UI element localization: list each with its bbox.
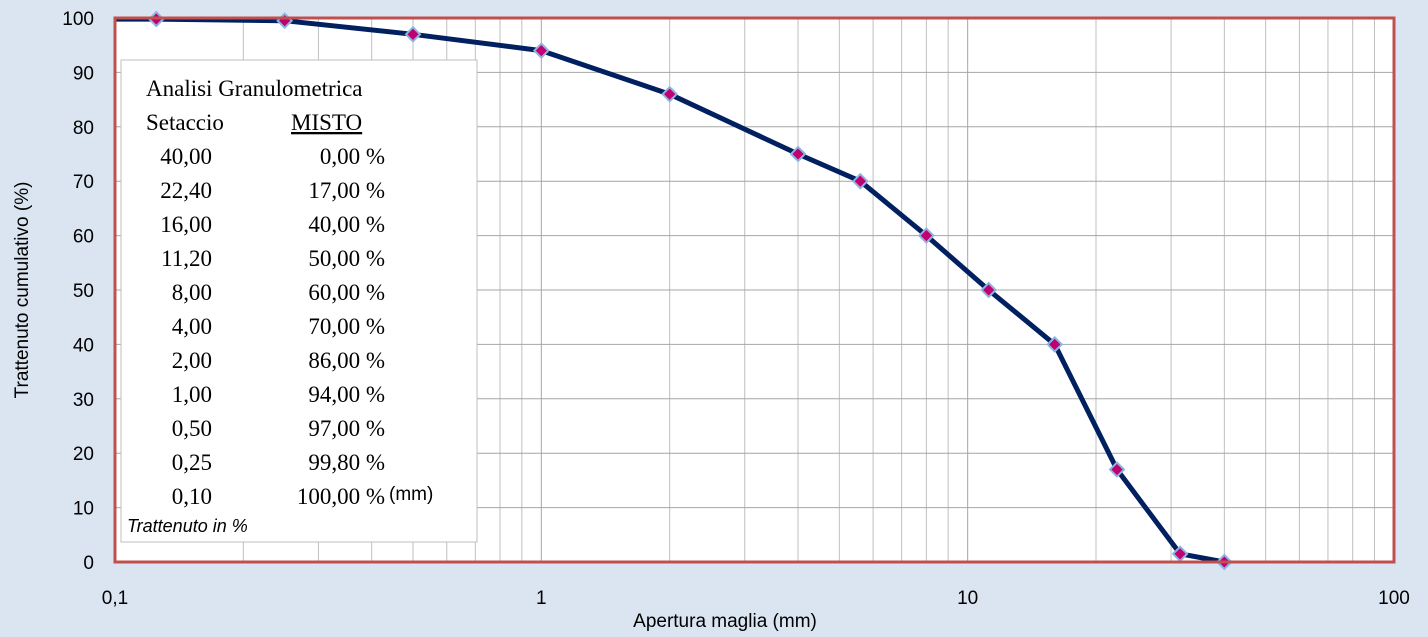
table-cell-misto: 86,00 %	[308, 348, 385, 373]
series-line	[115, 16, 1225, 565]
legend-table: Analisi Granulometrica Setaccio MISTO 40…	[120, 59, 478, 543]
y-tick-label: 30	[73, 390, 94, 411]
table-cell-misto: 17,00 %	[308, 178, 385, 203]
x-tick-label: 10	[957, 588, 978, 609]
table-header-misto: MISTO	[291, 110, 362, 135]
y-tick-label: 90	[73, 63, 94, 84]
table-cell-misto: 60,00 %	[308, 280, 385, 305]
x-tick-label: 1	[536, 588, 547, 609]
y-tick-labels: 0 10 20 30 40 50 60 70 80 90 100	[62, 9, 94, 574]
table-cell-setaccio: 0,10	[172, 484, 212, 509]
data-point-marker	[661, 85, 679, 103]
table-cell-setaccio: 8,00	[172, 280, 212, 305]
table-title: Analisi Granulometrica	[146, 76, 363, 101]
table-cell-setaccio: 22,40	[160, 178, 212, 203]
series-layer	[115, 10, 1233, 571]
y-tick-label: 80	[73, 118, 94, 139]
x-tick-label: 100	[1378, 588, 1410, 609]
table-cell-misto: 100,00 %	[297, 484, 385, 509]
table-cell-misto: 0,00 %	[320, 144, 385, 169]
data-point-marker	[1046, 335, 1064, 353]
data-point-marker	[532, 42, 550, 60]
table-cell-misto: 70,00 %	[308, 314, 385, 339]
table-header-setaccio: Setaccio	[146, 110, 224, 135]
table-cell-setaccio: 0,50	[172, 416, 212, 441]
y-tick-label: 50	[73, 281, 94, 302]
y-tick-label: 60	[73, 227, 94, 248]
table-cell-misto: 94,00 %	[308, 382, 385, 407]
legend-table-box	[120, 59, 478, 543]
y-tick-label: 40	[73, 335, 94, 356]
table-cell-setaccio: 2,00	[172, 348, 212, 373]
data-point-marker	[404, 25, 422, 43]
table-cell-misto: 97,00 %	[308, 416, 385, 441]
plot-border	[113, 16, 1396, 564]
x-axis-title: Apertura maglia (mm)	[633, 611, 817, 632]
table-cell-setaccio: 4,00	[172, 314, 212, 339]
y-axis-title: Trattenuto cumulativo (%)	[12, 182, 33, 399]
x-tick-labels: 0,1 1 10 100	[102, 588, 1410, 609]
x-tick-label: 0,1	[102, 588, 128, 609]
table-cell-misto: 99,80 %	[308, 450, 385, 475]
table-rows: 40,00 0,00 % 22,40 17,00 % 16,00 40,00 % 11,20…	[160, 144, 385, 509]
data-point-marker	[1108, 461, 1126, 478]
y-tick-label: 70	[73, 172, 94, 193]
data-point-marker	[789, 145, 807, 163]
table-cell-setaccio: 0,25	[172, 450, 212, 475]
data-point-marker	[980, 281, 998, 299]
table-cell-misto: 50,00 %	[308, 246, 385, 271]
table-cell-setaccio: 16,00	[160, 212, 212, 237]
table-cell-setaccio: 11,20	[161, 246, 212, 271]
data-point-marker	[917, 227, 935, 245]
y-tick-label: 0	[83, 553, 94, 574]
table-unit-note: (mm)	[389, 484, 433, 505]
table-cell-misto: 40,00 %	[308, 212, 385, 237]
y-tick-label: 20	[73, 444, 94, 465]
table-cell-setaccio: 1,00	[172, 382, 212, 407]
y-tick-label: 100	[62, 9, 94, 30]
table-cell-setaccio: 40,00	[160, 144, 212, 169]
table-footer: Trattenuto in %	[127, 516, 248, 536]
y-tick-label: 10	[73, 499, 94, 520]
data-point-marker	[851, 172, 869, 190]
